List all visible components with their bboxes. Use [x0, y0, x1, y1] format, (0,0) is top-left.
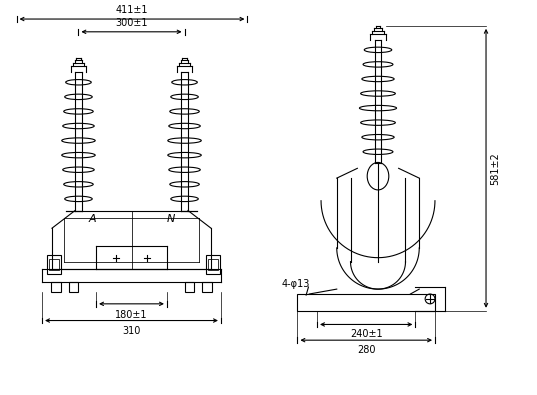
Bar	[297, 294, 435, 311]
Text: 581±2: 581±2	[490, 152, 500, 185]
Bar	[185, 282, 194, 292]
Bar	[47, 255, 61, 275]
Text: 240±1: 240±1	[350, 329, 382, 339]
Bar	[69, 282, 78, 292]
Bar	[49, 259, 59, 271]
Text: 280: 280	[357, 345, 375, 355]
Text: N: N	[166, 214, 175, 224]
Text: 310: 310	[122, 326, 141, 337]
Bar	[208, 259, 218, 271]
Text: 300±1: 300±1	[115, 18, 148, 28]
Bar	[202, 282, 212, 292]
Text: A: A	[88, 214, 96, 224]
Bar	[206, 255, 220, 275]
Text: 4-φ13: 4-φ13	[282, 279, 310, 289]
Text: 411±1: 411±1	[116, 5, 148, 15]
Text: 180±1: 180±1	[115, 310, 148, 320]
Bar	[51, 282, 61, 292]
